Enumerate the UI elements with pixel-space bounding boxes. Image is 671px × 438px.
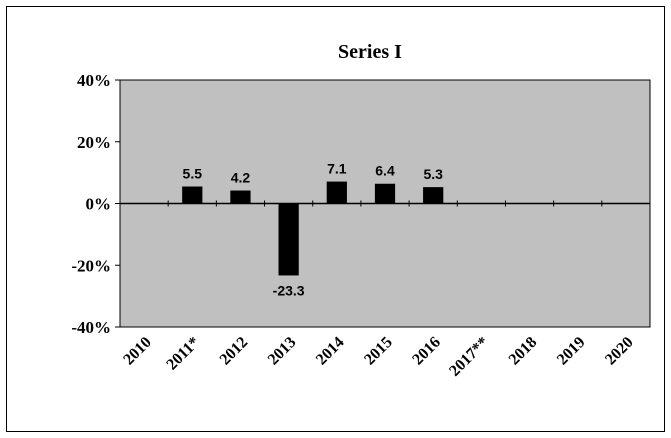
data-label: 5.3 — [423, 166, 443, 182]
data-labels: 5.5 4.2 -23.3 7.1 6.4 5.3 — [183, 161, 444, 299]
chart-title: Series I — [338, 41, 402, 63]
x-tick-label: 2019 — [554, 334, 589, 369]
x-tick-label: 2013 — [265, 334, 300, 369]
x-tick-label: 2011* — [163, 334, 203, 374]
y-tick-label: -20% — [71, 256, 111, 275]
y-tick-label: 20% — [77, 133, 111, 152]
bar — [374, 183, 396, 204]
x-tick-label: 2016 — [409, 334, 444, 369]
data-label: 4.2 — [231, 170, 251, 186]
y-tick-label: 40% — [77, 71, 111, 90]
bars — [182, 181, 444, 276]
x-tick-label: 2015 — [361, 334, 396, 369]
x-tick-label: 2017** — [446, 334, 492, 380]
data-label: 6.4 — [375, 163, 395, 179]
data-label: 5.5 — [183, 166, 203, 182]
x-tick-label: 2020 — [602, 334, 637, 369]
bar — [423, 187, 444, 204]
bar — [326, 181, 347, 204]
y-tick-label: 0% — [86, 195, 112, 214]
bar — [182, 186, 203, 204]
data-label: -23.3 — [273, 282, 305, 298]
bar — [278, 203, 299, 276]
y-axis: 40% 20% 0% -20% -40% — [71, 71, 120, 337]
bar — [230, 190, 251, 204]
y-tick-label: -40% — [71, 318, 111, 337]
x-tick-label: 2014 — [313, 334, 348, 369]
data-label: 7.1 — [327, 161, 347, 177]
x-tick-label: 2018 — [506, 334, 541, 369]
x-tick-label: 2010 — [120, 334, 155, 369]
x-tick-label: 2012 — [217, 334, 252, 369]
